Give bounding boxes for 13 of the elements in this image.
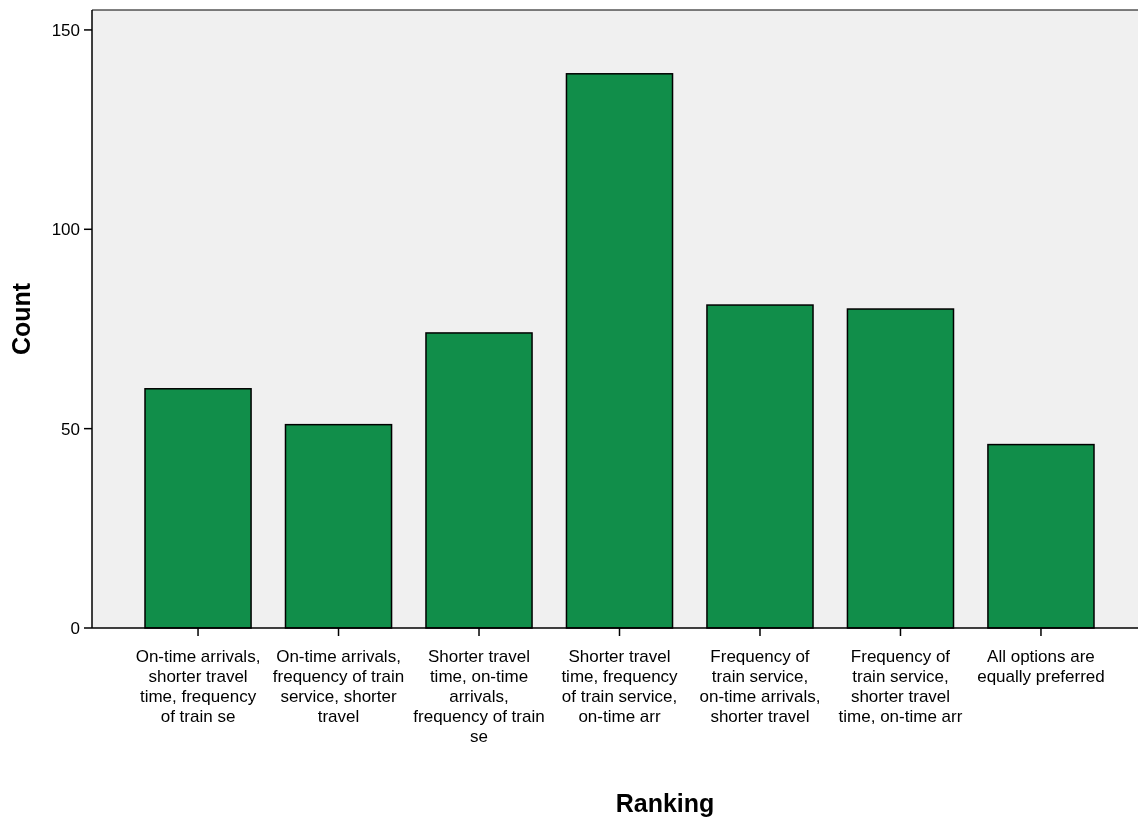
x-tick-label: Shorter travel time, on-time arrivals, frequency of train se: [413, 647, 545, 746]
x-tick-label: On-time arrivals, frequency of train service, shorter travel: [272, 647, 405, 726]
x-tick-label: Frequency of train service, on-time arrivals, shorter travel: [699, 647, 821, 726]
x-tick-label: On-time arrivals, shorter travel time, frequency of train se: [135, 647, 261, 726]
x-tick-label: All options are equally preferred: [977, 647, 1105, 686]
y-tick-label: 100: [51, 220, 80, 240]
y-tick-label: 150: [51, 20, 80, 40]
x-tick-label: Frequency of train service, shorter travel time, on-time arr: [838, 647, 963, 726]
x-tick-label: Shorter travel time, frequency of train service, on-time arr: [561, 647, 679, 726]
x-axis-title: Ranking: [615, 789, 715, 817]
y-tick-label: 50: [61, 419, 80, 439]
y-tick-label: 0: [70, 618, 80, 638]
y-axis-title: Count: [7, 282, 35, 356]
